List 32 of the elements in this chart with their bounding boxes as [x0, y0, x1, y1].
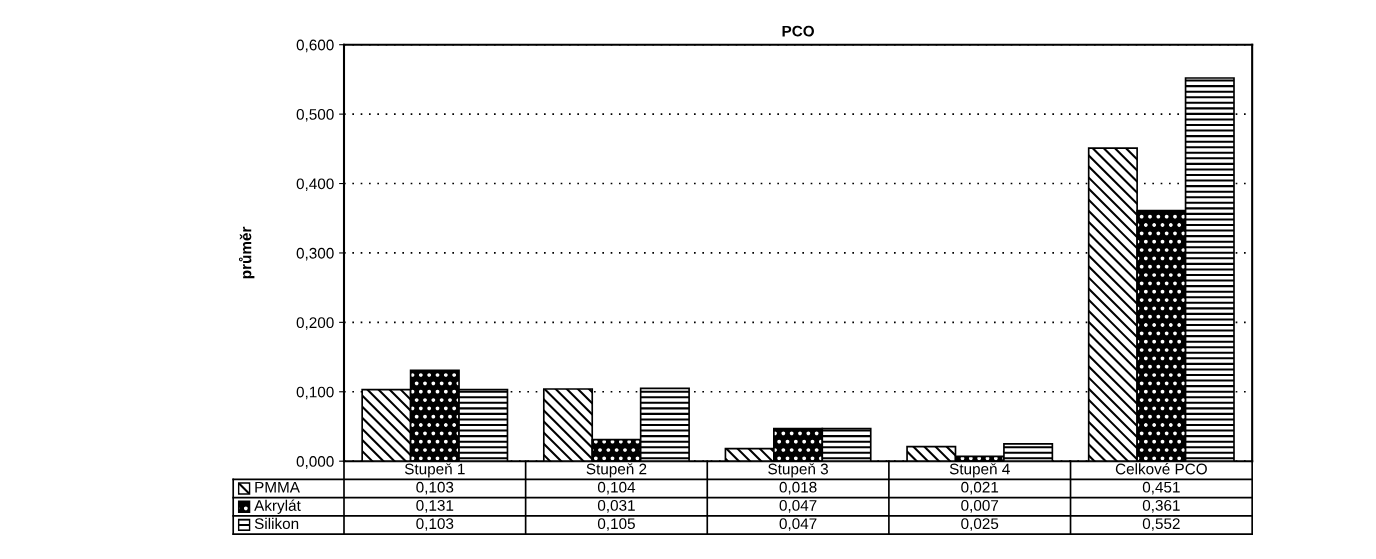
- y-tick-label: 0,400: [296, 178, 334, 192]
- x-tick-label: Stupeň 4: [949, 463, 1010, 478]
- data-label: 0,031: [597, 500, 635, 513]
- data-label: 0,047: [779, 518, 817, 531]
- data-label: 0,103: [416, 481, 454, 495]
- y-tick-label: 0,600: [296, 39, 334, 53]
- y-tick-label: 0,000: [296, 456, 334, 469]
- data-label: 0,105: [597, 518, 635, 531]
- data-label: 0,021: [961, 481, 999, 495]
- y-tick-label: 0,300: [296, 247, 334, 261]
- data-label: 0,451: [1142, 481, 1180, 495]
- x-tick-label: Stupeň 2: [586, 463, 647, 478]
- x-tick-label: Stupeň 3: [768, 463, 828, 478]
- data-label: 0,552: [1142, 518, 1180, 531]
- x-tick-label: Stupeň 1: [404, 463, 465, 478]
- x-tick-label: Celkové PCO: [1115, 462, 1207, 475]
- y-tick-label: 0,200: [296, 317, 334, 330]
- y-axis-title: průměr: [238, 226, 255, 279]
- data-label: 0,131: [416, 500, 454, 513]
- data-label: 0,361: [1142, 500, 1180, 513]
- data-label: 0,018: [779, 481, 817, 495]
- legend-label: Akrylát: [254, 499, 301, 514]
- data-label: 0,047: [779, 500, 817, 513]
- legend-label: Silikon: [254, 517, 299, 530]
- y-tick-label: 0,500: [296, 109, 334, 122]
- chart-title: PCO: [782, 25, 814, 37]
- data-label: 0,007: [961, 500, 999, 513]
- legend-label: PMMA: [255, 481, 300, 493]
- y-tick-label: 0,100: [296, 386, 334, 400]
- data-label: 0,103: [416, 518, 454, 531]
- data-label: 0,104: [597, 481, 636, 495]
- data-label: 0,025: [961, 518, 999, 531]
